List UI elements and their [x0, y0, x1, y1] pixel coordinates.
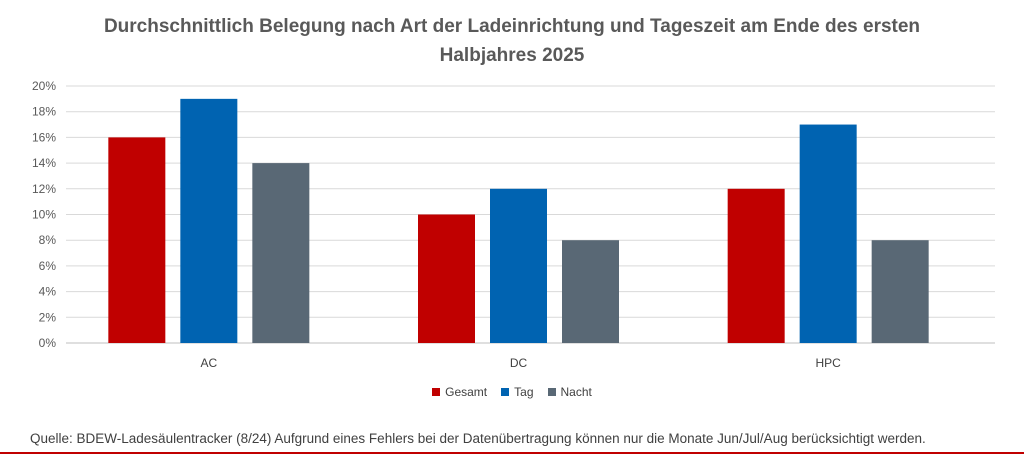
chart-title-line-2: Halbjahres 2025: [439, 45, 585, 66]
chart-title: Durchschnittlich Belegung nach Art der L…: [0, 12, 1024, 70]
y-tick-label: 6%: [39, 259, 57, 273]
bar-tag-dc: [490, 188, 547, 343]
legend-label: Tag: [514, 385, 534, 399]
bar-gesamt-hpc: [727, 188, 785, 343]
legend-item-nacht: Nacht: [547, 385, 592, 399]
legend-item-tag: Tag: [501, 385, 534, 399]
bar-chart: 0% 2% 4% 6% 8% 10% 12% 14% 16% 18% 20% AC DC HPC: [32, 79, 995, 370]
y-tick-label: 0%: [39, 336, 57, 350]
bar-nacht-dc: [562, 240, 619, 343]
y-tick-label: 8%: [39, 233, 57, 247]
y-axis-ticks: 0% 2% 4% 6% 8% 10% 12% 14% 16% 18% 20%: [32, 79, 56, 350]
bar-tag-ac: [180, 98, 238, 343]
x-category-label: AC: [200, 356, 217, 370]
bar-gesamt-ac: [108, 137, 166, 343]
y-tick-label: 20%: [32, 79, 56, 93]
y-tick-label: 12%: [32, 182, 56, 196]
legend-label: Nacht: [560, 385, 592, 399]
legend-item-gesamt: Gesamt: [432, 385, 487, 399]
bar-nacht-ac: [252, 163, 310, 343]
y-tick-label: 10%: [32, 208, 56, 222]
y-tick-label: 14%: [32, 156, 56, 170]
x-category-label: HPC: [815, 356, 841, 370]
legend-label: Gesamt: [445, 385, 488, 399]
chart-title-line-1: Durchschnittlich Belegung nach Art der L…: [103, 16, 921, 37]
bars: [108, 98, 929, 343]
bottom-accent-line: [0, 452, 1024, 454]
y-tick-label: 18%: [32, 105, 56, 119]
y-tick-label: 4%: [39, 285, 57, 299]
bar-nacht-hpc: [871, 240, 929, 343]
bar-gesamt-dc: [418, 214, 475, 343]
source-note: Quelle: BDEW-Ladesäulentracker (8/24) Au…: [30, 431, 926, 446]
x-category-label: DC: [510, 356, 528, 370]
legend-swatch: [432, 388, 441, 396]
legend-swatch: [547, 388, 556, 396]
y-tick-label: 16%: [32, 130, 56, 144]
legend-swatch: [501, 388, 510, 396]
x-axis: AC DC HPC: [200, 356, 841, 370]
legend: Gesamt Tag Nacht: [0, 385, 1024, 399]
y-tick-label: 2%: [39, 310, 57, 324]
bar-tag-hpc: [799, 124, 857, 343]
